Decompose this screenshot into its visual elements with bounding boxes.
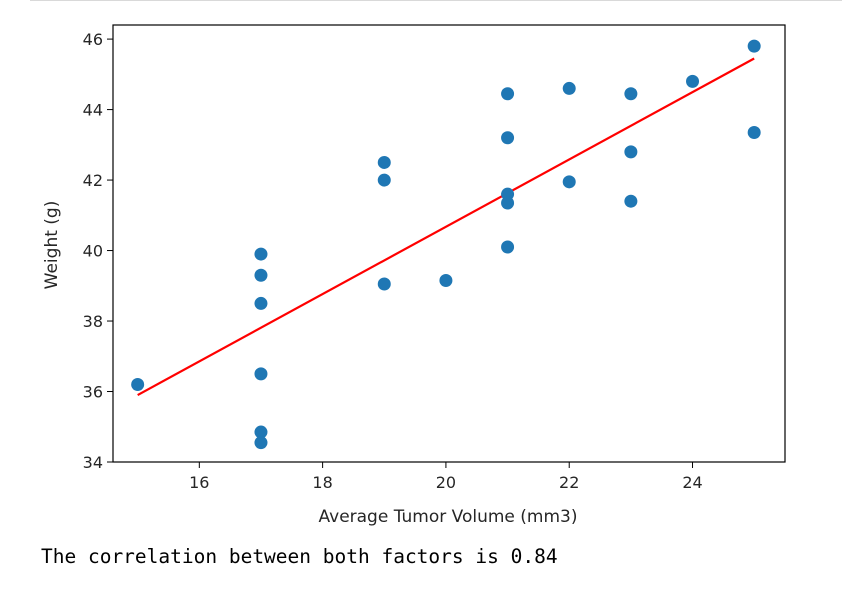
y-tick-label: 34 [83, 453, 103, 472]
y-tick-label: 42 [83, 171, 103, 190]
scatter-point [624, 145, 638, 159]
scatter-point [501, 87, 515, 101]
y-tick-label: 46 [83, 30, 103, 49]
plot-area [112, 24, 786, 463]
correlation-output: The correlation between both factors is … [41, 545, 558, 568]
scatter-point [377, 173, 391, 187]
x-tick-label: 24 [682, 473, 702, 492]
y-tick-label: 40 [83, 242, 103, 261]
scatter-point [562, 81, 576, 95]
scatter-point [747, 125, 761, 139]
scatter-point [377, 277, 391, 291]
scatter-point [747, 39, 761, 53]
scatter-point [254, 425, 268, 439]
scatter-point [624, 87, 638, 101]
scatter-point [439, 274, 453, 288]
scatter-point [501, 196, 515, 210]
scatter-point [254, 367, 268, 381]
scatter-point [501, 131, 515, 145]
scatter-chart: 16 18 20 22 24 34 36 38 40 42 44 46 Average Tumor V… [42, 24, 786, 527]
regression-line [137, 57, 755, 397]
x-tick-label: 18 [312, 473, 332, 492]
x-tick-label: 22 [559, 473, 579, 492]
scatter-point [624, 194, 638, 208]
x-axis-label: Average Tumor Volume (mm3) [319, 507, 578, 527]
scatter-point [686, 74, 700, 88]
y-tick-label: 36 [83, 383, 103, 402]
x-tick-label: 16 [189, 473, 209, 492]
y-tick-label: 38 [83, 312, 103, 331]
scatter-point [254, 296, 268, 310]
scatter-point [131, 377, 145, 391]
scatter-point [377, 155, 391, 169]
scatter-point [501, 240, 515, 254]
y-tick-label: 44 [83, 101, 103, 120]
x-tick-label: 20 [436, 473, 456, 492]
scatter-point [254, 247, 268, 261]
scatter-point [254, 268, 268, 282]
cell-divider [30, 0, 842, 1]
scatter-point [254, 436, 268, 450]
scatter-point [562, 175, 576, 189]
y-axis-label: Weight (g) [42, 201, 62, 290]
